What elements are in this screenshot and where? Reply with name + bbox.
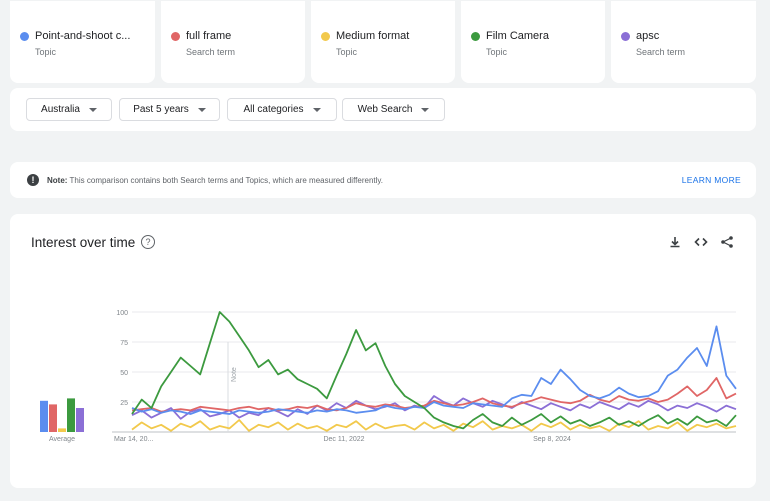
term-cards: Point-and-shoot c... Topic full frame Se… <box>10 0 756 84</box>
term-color-dot <box>171 31 180 41</box>
region-value: Australia <box>41 104 80 115</box>
average-bar <box>40 400 48 432</box>
term-color-dot <box>621 31 630 41</box>
interest-over-time-card: Interest over time ? 100 75 50 25 Note Mar 14… <box>10 214 756 488</box>
note-marker-label: Note <box>231 367 238 382</box>
y-tick-label: 100 <box>116 310 128 317</box>
download-icon[interactable] <box>668 235 682 249</box>
note-label: Note: <box>47 175 68 185</box>
interest-chart: 100 75 50 25 Note Mar 14, 20... Dec 11, 2022 Se… <box>40 310 737 443</box>
chevron-down-icon <box>421 107 430 112</box>
chevron-down-icon <box>197 107 206 112</box>
note-text: Note: This comparison contains both Sear… <box>47 176 682 185</box>
category-dropdown[interactable]: All categories <box>227 98 337 121</box>
term-type: Topic <box>486 47 508 57</box>
chevron-down-icon <box>88 107 97 112</box>
series-line <box>131 311 737 430</box>
term-title: full frame <box>186 30 232 42</box>
term-color-dot <box>471 31 480 41</box>
x-tick-label: Mar 14, 20... <box>114 436 153 443</box>
learn-more-link[interactable]: LEARN MORE <box>681 175 741 185</box>
search-property-value: Web Search <box>357 104 413 115</box>
term-type: Search term <box>186 47 236 57</box>
term-card-5[interactable]: apsc Search term <box>611 1 756 83</box>
term-title: Medium format <box>336 30 410 42</box>
embed-code-icon[interactable] <box>694 235 708 249</box>
average-bar <box>67 398 75 432</box>
x-tick-label: Dec 11, 2022 <box>323 436 364 443</box>
term-title: Point-and-shoot c... <box>35 30 131 42</box>
term-title: apsc <box>636 30 660 42</box>
term-card-2[interactable]: full frame Search term <box>161 1 305 83</box>
term-card-4[interactable]: Film Camera Topic <box>461 1 605 83</box>
term-type: Topic <box>35 47 57 57</box>
term-type: Topic <box>336 47 358 57</box>
average-bar <box>58 428 66 432</box>
series-line <box>131 377 737 413</box>
term-card-1[interactable]: Point-and-shoot c... Topic <box>10 1 155 83</box>
comparison-note: ! Note: This comparison contains both Se… <box>10 162 756 198</box>
term-title: Film Camera <box>486 30 549 42</box>
series-line <box>131 325 737 415</box>
average-bar <box>76 408 84 432</box>
chevron-down-icon <box>312 107 321 112</box>
term-color-dot <box>20 31 29 41</box>
series-line <box>131 419 737 432</box>
average-bar <box>49 404 57 432</box>
help-icon[interactable]: ? <box>141 235 155 249</box>
filter-bar: Australia Past 5 years All categories We… <box>10 88 756 131</box>
alert-icon: ! <box>27 174 39 186</box>
term-card-3[interactable]: Medium format Topic <box>311 1 455 83</box>
y-tick-label: 75 <box>120 340 128 347</box>
chart-title: Interest over time <box>31 235 136 250</box>
term-type: Search term <box>636 47 686 57</box>
region-dropdown[interactable]: Australia <box>26 98 112 121</box>
y-tick-label: 25 <box>120 400 128 407</box>
category-value: All categories <box>243 104 304 115</box>
y-tick-label: 50 <box>120 370 128 377</box>
note-message: This comparison contains both Search ter… <box>69 175 384 185</box>
time-range-dropdown[interactable]: Past 5 years <box>119 98 220 121</box>
average-label: Average <box>49 436 75 443</box>
term-color-dot <box>321 31 330 41</box>
x-tick-label: Sep 8, 2024 <box>533 436 571 443</box>
search-property-dropdown[interactable]: Web Search <box>342 98 445 121</box>
share-icon[interactable] <box>720 235 734 249</box>
time-range-value: Past 5 years <box>133 104 189 115</box>
